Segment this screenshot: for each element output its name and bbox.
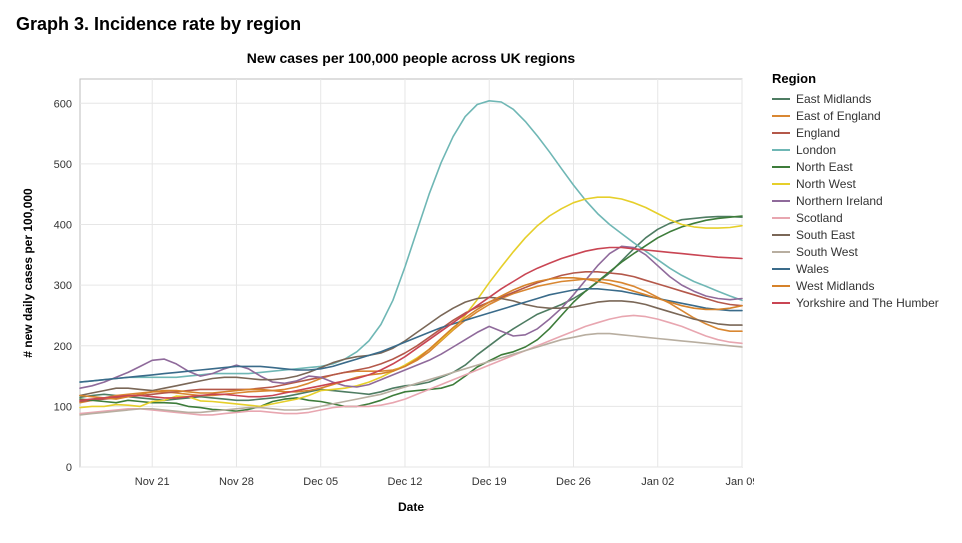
svg-text:Jan 09: Jan 09 <box>725 476 754 488</box>
legend-swatch <box>772 149 790 151</box>
svg-text:600: 600 <box>54 98 72 110</box>
legend-item: South East <box>772 228 939 242</box>
legend-item: Yorkshire and The Humber <box>772 296 939 310</box>
legend-swatch <box>772 234 790 236</box>
legend-label: South East <box>796 228 855 242</box>
legend-label: England <box>796 126 840 140</box>
legend-label: Scotland <box>796 211 843 225</box>
svg-text:Nov 21: Nov 21 <box>135 476 170 488</box>
legend-swatch <box>772 268 790 270</box>
legend-swatch <box>772 200 790 202</box>
svg-text:400: 400 <box>54 220 72 232</box>
legend-item: East Midlands <box>772 92 939 106</box>
legend: Region East Midlands East of England Engla… <box>772 71 939 313</box>
svg-text:Jan 02: Jan 02 <box>641 476 674 488</box>
legend-swatch <box>772 217 790 219</box>
legend-item: Northern Ireland <box>772 194 939 208</box>
legend-swatch <box>772 166 790 168</box>
svg-text:0: 0 <box>66 462 72 474</box>
svg-text:200: 200 <box>54 341 72 353</box>
page-title: Graph 3. Incidence rate by region <box>16 14 948 35</box>
legend-label: East Midlands <box>796 92 871 106</box>
svg-text:Date: Date <box>398 500 424 514</box>
legend-swatch <box>772 132 790 134</box>
legend-label: North West <box>796 177 856 191</box>
svg-text:Dec 12: Dec 12 <box>388 476 423 488</box>
legend-label: East of England <box>796 109 881 123</box>
legend-item: South West <box>772 245 939 259</box>
legend-swatch <box>772 115 790 117</box>
legend-item: London <box>772 143 939 157</box>
legend-item: West Midlands <box>772 279 939 293</box>
svg-text:300: 300 <box>54 280 72 292</box>
line-chart: 0 100 200 300 400 500 600 Nov 21 Nov 28 Dec 05 Dec… <box>14 43 754 523</box>
svg-text:100: 100 <box>54 401 72 413</box>
svg-text:500: 500 <box>54 159 72 171</box>
legend-swatch <box>772 302 790 304</box>
chart-row: 0 100 200 300 400 500 600 Nov 21 Nov 28 Dec 05 Dec… <box>14 43 948 528</box>
legend-item: North East <box>772 160 939 174</box>
legend-label: Yorkshire and The Humber <box>796 296 939 310</box>
legend-swatch <box>772 251 790 253</box>
legend-label: Wales <box>796 262 829 276</box>
legend-swatch <box>772 285 790 287</box>
page-root: Graph 3. Incidence rate by region 0 100 20… <box>0 0 962 543</box>
legend-label: North East <box>796 160 853 174</box>
legend-item: Scotland <box>772 211 939 225</box>
legend-item: Wales <box>772 262 939 276</box>
legend-item: England <box>772 126 939 140</box>
legend-item: East of England <box>772 109 939 123</box>
legend-label: Northern Ireland <box>796 194 883 208</box>
legend-label: West Midlands <box>796 279 874 293</box>
svg-text:New cases per 100,000 people a: New cases per 100,000 people across UK r… <box>247 50 576 66</box>
legend-items: East Midlands East of England England Londo… <box>772 92 939 310</box>
legend-label: South West <box>796 245 858 259</box>
svg-text:Dec 05: Dec 05 <box>303 476 338 488</box>
svg-text:Dec 19: Dec 19 <box>472 476 507 488</box>
svg-text:Dec 26: Dec 26 <box>556 476 591 488</box>
legend-item: North West <box>772 177 939 191</box>
legend-swatch <box>772 183 790 185</box>
legend-title: Region <box>772 71 939 86</box>
chart-area: 0 100 200 300 400 500 600 Nov 21 Nov 28 Dec 05 Dec… <box>14 43 754 528</box>
legend-swatch <box>772 98 790 100</box>
legend-label: London <box>796 143 836 157</box>
svg-text:Nov 28: Nov 28 <box>219 476 254 488</box>
svg-text:# new daily cases per 100,000: # new daily cases per 100,000 <box>21 188 35 358</box>
